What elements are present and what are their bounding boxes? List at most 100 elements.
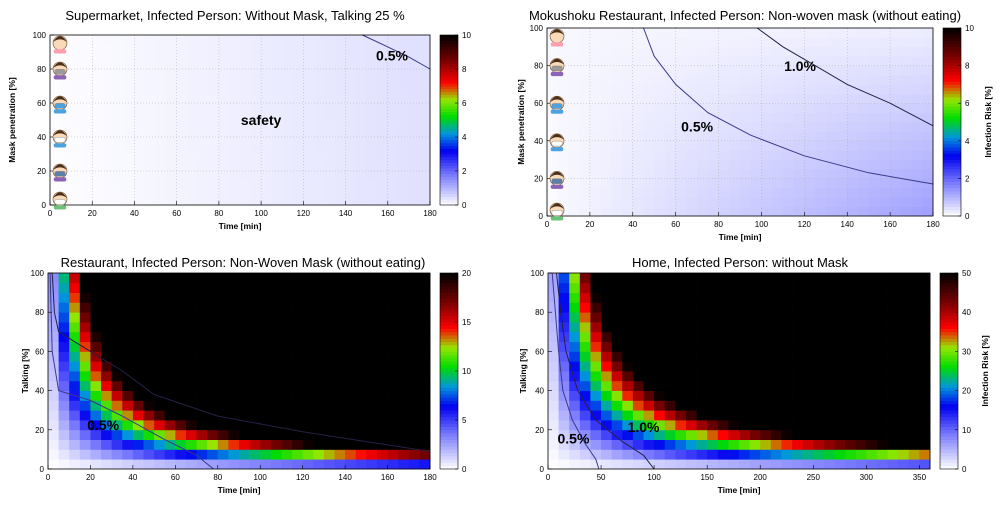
heatmap-cell	[408, 120, 420, 129]
heatmap-cell	[335, 196, 346, 206]
heatmap-cell	[898, 371, 910, 382]
heatmap-cell	[48, 273, 60, 284]
heatmap-cell	[707, 37, 719, 48]
heatmap-cell	[334, 341, 346, 352]
heatmap-cell	[113, 69, 125, 78]
heatmap-cell	[707, 439, 719, 450]
heatmap-cell	[218, 35, 230, 44]
colorbar-segment	[440, 193, 458, 197]
heatmap-cell	[281, 390, 293, 401]
heatmap-cell	[857, 84, 870, 95]
heatmap-cell	[675, 400, 687, 411]
heatmap-cell	[707, 371, 719, 382]
heatmap-cell	[69, 351, 81, 362]
heatmap-cell	[664, 122, 677, 132]
heatmap-cell	[217, 282, 229, 293]
heatmap-cell	[632, 351, 644, 362]
heatmap-cell	[355, 351, 367, 362]
heatmap-cell	[250, 128, 262, 138]
heatmap-cell	[376, 429, 388, 440]
heatmap-cell	[707, 169, 719, 179]
heatmap-cell	[845, 322, 857, 333]
heatmap-cell	[792, 439, 804, 450]
heatmap-cell	[335, 77, 346, 87]
y-tick-label: 40	[35, 387, 44, 396]
heatmap-cell	[377, 77, 389, 87]
heatmap-cell	[611, 449, 623, 460]
heatmap-cell	[132, 390, 144, 401]
heatmap-cell	[804, 28, 816, 38]
heatmap-cell	[334, 322, 346, 333]
heatmap-cell	[611, 351, 623, 362]
heatmap-cell	[302, 312, 314, 323]
heatmap-cell	[123, 94, 135, 104]
heatmap-cell	[92, 120, 104, 129]
heatmap-cell	[81, 128, 93, 138]
heatmap-cell	[303, 77, 315, 87]
heatmap-cell	[868, 206, 880, 217]
heatmap-cell	[419, 292, 431, 303]
heatmap-cell	[419, 351, 431, 362]
heatmap-cell	[176, 69, 188, 78]
heatmap-cell	[847, 197, 859, 207]
heatmap-cell	[601, 420, 613, 431]
heatmap-cell	[717, 351, 729, 362]
heatmap-cell	[855, 380, 867, 391]
heatmap-cell	[377, 120, 389, 129]
heatmap-cell	[749, 459, 761, 470]
heatmap-cell	[900, 84, 912, 95]
heatmap-cell	[207, 429, 219, 440]
heatmap-cell	[281, 292, 293, 303]
heatmap-cell	[134, 120, 146, 129]
heatmap-cell	[132, 429, 144, 440]
heatmap-cell	[749, 312, 761, 323]
heatmap-cell	[654, 187, 666, 198]
heatmap-cell	[632, 459, 644, 470]
heatmap-cell	[643, 410, 655, 421]
heatmap-cell	[548, 400, 560, 411]
heatmap-cell	[176, 60, 188, 70]
heatmap-cell	[176, 86, 188, 95]
heatmap-cell	[81, 188, 93, 197]
heatmap-cell	[250, 145, 262, 155]
y-tick-label: 80	[37, 65, 46, 74]
heatmap-cell	[81, 162, 93, 172]
heatmap-cell	[81, 86, 93, 95]
heatmap-cell	[313, 43, 325, 53]
heatmap-cell	[155, 94, 167, 104]
body-icon	[53, 109, 67, 114]
heatmap-cell	[90, 410, 102, 421]
heatmap-cell	[782, 84, 795, 95]
heatmap-cell	[600, 178, 612, 189]
heatmap-cell	[770, 341, 782, 352]
heatmap-cell	[334, 420, 346, 431]
heatmap-cell	[664, 187, 677, 198]
colorbar-segment	[940, 455, 958, 460]
heatmap-cell	[792, 312, 804, 323]
heatmap-cell	[569, 380, 581, 391]
colorbar-tick-label: 15	[462, 318, 471, 327]
heatmap-cell	[408, 111, 420, 121]
heatmap-cell	[823, 273, 835, 284]
heatmap-cell	[632, 292, 644, 303]
heatmap-cell	[197, 179, 209, 189]
heatmap-cell	[387, 162, 399, 172]
heatmap-cell	[58, 429, 70, 440]
heatmap-cell	[632, 341, 644, 352]
heatmap-cell	[292, 154, 304, 163]
heatmap-cell	[654, 420, 666, 431]
heatmap-cell	[377, 111, 389, 121]
heatmap-cell	[632, 159, 644, 170]
heatmap-cell	[281, 351, 293, 362]
heatmap-cell	[900, 37, 912, 48]
heatmap-cell	[857, 197, 870, 207]
heatmap-cell	[185, 282, 197, 293]
heatmap-cell	[408, 439, 420, 450]
heatmap-cell	[749, 400, 761, 411]
heatmap-cell	[579, 178, 591, 189]
heatmap-cell	[92, 86, 104, 95]
colorbar-segment	[440, 46, 458, 50]
heatmap-cell	[707, 159, 719, 170]
heatmap-cell	[155, 188, 167, 197]
colorbar-segment	[943, 153, 961, 157]
